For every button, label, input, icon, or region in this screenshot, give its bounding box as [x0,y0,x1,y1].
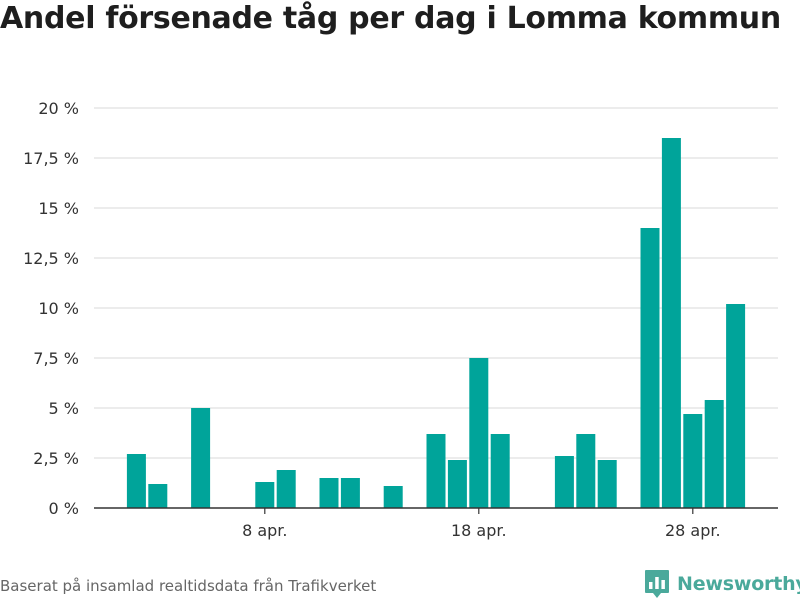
source-note: Baserat på insamlad realtidsdata från Tr… [0,577,377,595]
y-tick-label: 5 % [49,399,79,418]
brand-logo[interactable]: Newsworthy [644,569,800,599]
bar[interactable]: 28 apr.: 4,7 % [683,414,703,508]
bar[interactable]: 9 apr.: 1,9 % [276,470,296,508]
y-tick-label: 20 % [38,99,79,118]
x-tick-label: 8 apr. [242,521,287,540]
bar[interactable]: 16 apr.: 3,7 % [426,434,446,508]
bar[interactable]: 17 apr.: 2,4 % [447,460,467,508]
bar[interactable]: 30 apr.: 10,2 % [726,304,746,508]
y-tick-label: 15 % [38,199,79,218]
bar[interactable]: 23 apr.: 3,7 % [576,434,596,508]
bar[interactable]: 27 apr.: 18,5 % [661,138,681,508]
bar[interactable]: 8 apr.: 1,3 % [255,482,275,508]
bar[interactable]: 12 apr.: 1,5 % [340,478,360,508]
bar[interactable]: 5 apr.: 5 % [191,408,211,508]
y-tick-label: 17,5 % [23,149,79,168]
bars: 2 apr.: 2,7 %3 apr.: 1,2 % 5 apr.: 5 % 8 a… [126,138,746,508]
y-tick-label: 12,5 % [23,249,79,268]
bar-chart-logo-icon [645,570,669,598]
x-tick-label: 28 apr. [665,521,721,540]
bar[interactable]: 19 apr.: 3,7 % [490,434,510,508]
bar[interactable]: 29 apr.: 5,4 % [704,400,724,508]
bar[interactable]: 11 apr.: 1,5 % [319,478,339,508]
bar[interactable]: 26 apr.: 14 % [640,228,660,508]
y-tick-label: 2,5 % [33,449,79,468]
bar[interactable]: 2 apr.: 2,7 % [126,454,146,508]
bar[interactable]: 18 apr.: 7,5 % [469,358,489,508]
chart-title: Andel försenade tåg per dag i Lomma komm… [0,1,781,36]
y-axis-labels: 0 % 2,5 % 5 % 7,5 % 10 % 12,5 % 15 % 17,5 % 20 % [23,99,79,518]
brand-name: Newsworthy [677,573,800,595]
bar[interactable]: 3 apr.: 1,2 % [148,484,168,508]
y-tick-label: 7,5 % [33,349,79,368]
x-tick-label: 18 apr. [451,521,507,540]
bar[interactable]: 22 apr.: 2,6 % [554,456,574,508]
bar[interactable]: 14 apr.: 1,1 % [383,486,403,508]
y-tick-label: 0 % [49,499,79,518]
bar[interactable]: 24 apr.: 2,4 % [597,460,617,508]
y-tick-label: 10 % [38,299,79,318]
x-axis-ticks: 8 apr. 18 apr. 28 apr. [242,508,721,540]
